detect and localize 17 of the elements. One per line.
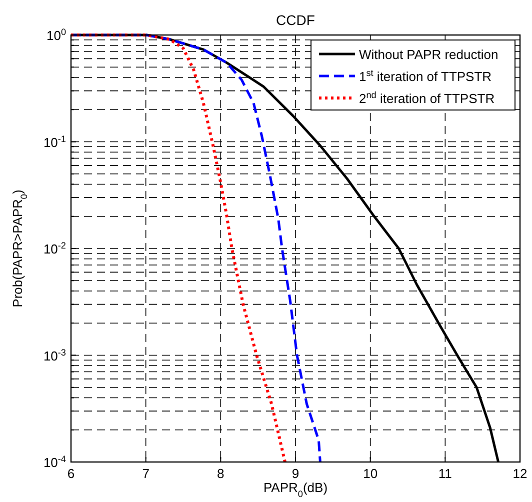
x-tick-label: 12 (512, 466, 528, 481)
y-tick-label: 10$^{-4}$ (43, 454, 66, 470)
y-tick-label: 10$^{-1}$ (43, 134, 66, 150)
x-tick-label: 8 (217, 466, 224, 481)
legend-label: 2$^{nd}$ iteration of TTPSTR (359, 90, 495, 106)
x-tick-label: 11 (438, 466, 452, 481)
y-tick-label: 10$^{0}$ (46, 27, 66, 43)
x-tick-label: 10 (363, 466, 378, 481)
y-tick-label: 10$^{-3}$ (43, 347, 66, 364)
legend-label: Without PAPR reduction (359, 47, 498, 62)
y-tick-label: 10$^{-2}$ (43, 240, 66, 256)
x-axis-title: PAPR$_{0}$(dB) (263, 480, 328, 499)
chart-title: CCDF (276, 12, 315, 28)
x-tick-label: 7 (142, 466, 150, 481)
x-tick-label: 6 (67, 466, 75, 481)
legend-label: 1$^{st}$ iteration of TTPSTR (359, 68, 492, 84)
x-tick-label: 9 (292, 466, 300, 481)
